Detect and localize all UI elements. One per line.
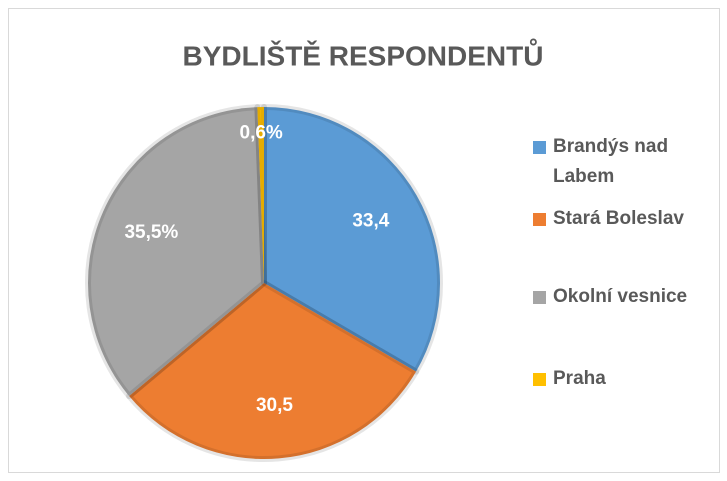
legend-swatch xyxy=(533,141,546,154)
legend-label: Okolní vesnice xyxy=(553,286,688,307)
legend: Brandýs nad Labem Stará Boleslav Okolní ve… xyxy=(533,132,708,394)
legend-swatch xyxy=(533,213,546,226)
pie-slice xyxy=(261,104,443,375)
legend-item: Okolní vesnice xyxy=(533,282,708,312)
data-label: 35,5% xyxy=(124,222,178,243)
legend-label: Praha xyxy=(553,368,606,389)
legend-swatch xyxy=(533,291,546,304)
legend-swatch xyxy=(533,373,546,386)
data-label: 33,4 xyxy=(352,211,389,232)
pie-slice xyxy=(126,280,420,462)
data-label: 30,5 xyxy=(256,395,293,416)
chart-title: BYDLIŠTĚ RESPONDENTŮ xyxy=(183,38,544,71)
pie-slice xyxy=(85,104,267,400)
legend-item: Praha xyxy=(533,364,708,394)
data-label: 0,6% xyxy=(240,122,283,143)
pie-slice xyxy=(254,104,267,286)
legend-item: Stará Boleslav xyxy=(533,204,708,234)
legend-item: Brandýs nad Labem xyxy=(533,132,693,192)
legend-label: Brandýs nad Labem xyxy=(553,136,669,187)
legend-label: Stará Boleslav xyxy=(553,208,684,229)
